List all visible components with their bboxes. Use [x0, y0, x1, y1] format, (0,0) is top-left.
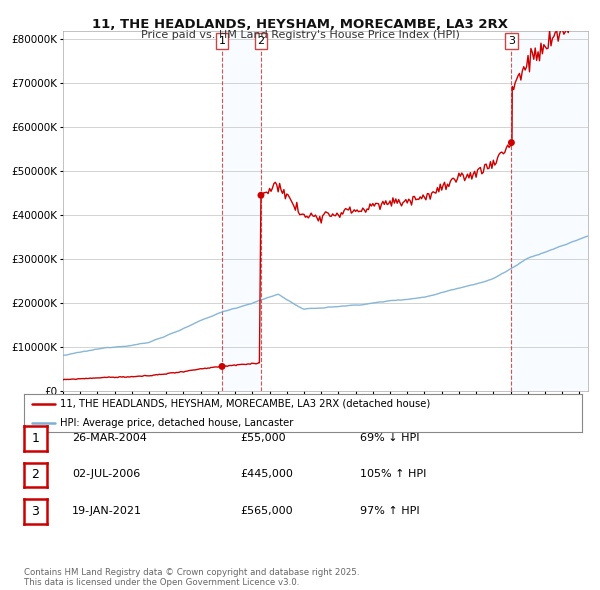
Text: 1: 1 — [218, 36, 226, 46]
Text: HPI: Average price, detached house, Lancaster: HPI: Average price, detached house, Lanc… — [60, 418, 293, 428]
Text: Price paid vs. HM Land Registry's House Price Index (HPI): Price paid vs. HM Land Registry's House … — [140, 30, 460, 40]
Text: 26-MAR-2004: 26-MAR-2004 — [72, 433, 147, 442]
Text: 19-JAN-2021: 19-JAN-2021 — [72, 506, 142, 516]
Text: 11, THE HEADLANDS, HEYSHAM, MORECAMBE, LA3 2RX: 11, THE HEADLANDS, HEYSHAM, MORECAMBE, L… — [92, 18, 508, 31]
Text: 69% ↓ HPI: 69% ↓ HPI — [360, 433, 419, 442]
Bar — [222, 31, 261, 391]
Text: 3: 3 — [508, 36, 515, 46]
Point — [217, 362, 227, 371]
Text: 2: 2 — [257, 36, 265, 46]
Text: £445,000: £445,000 — [240, 470, 293, 479]
Text: 97% ↑ HPI: 97% ↑ HPI — [360, 506, 419, 516]
Text: 2: 2 — [31, 468, 40, 481]
Text: 1: 1 — [31, 432, 40, 445]
Text: Contains HM Land Registry data © Crown copyright and database right 2025.
This d: Contains HM Land Registry data © Crown c… — [24, 568, 359, 587]
Text: 02-JUL-2006: 02-JUL-2006 — [72, 470, 140, 479]
Point — [256, 191, 266, 200]
Text: 105% ↑ HPI: 105% ↑ HPI — [360, 470, 427, 479]
Point — [506, 138, 516, 148]
Text: £565,000: £565,000 — [240, 506, 293, 516]
Text: 11, THE HEADLANDS, HEYSHAM, MORECAMBE, LA3 2RX (detached house): 11, THE HEADLANDS, HEYSHAM, MORECAMBE, L… — [60, 399, 431, 409]
Text: £55,000: £55,000 — [240, 433, 286, 442]
Bar — [511, 31, 588, 391]
Text: 3: 3 — [31, 505, 40, 518]
